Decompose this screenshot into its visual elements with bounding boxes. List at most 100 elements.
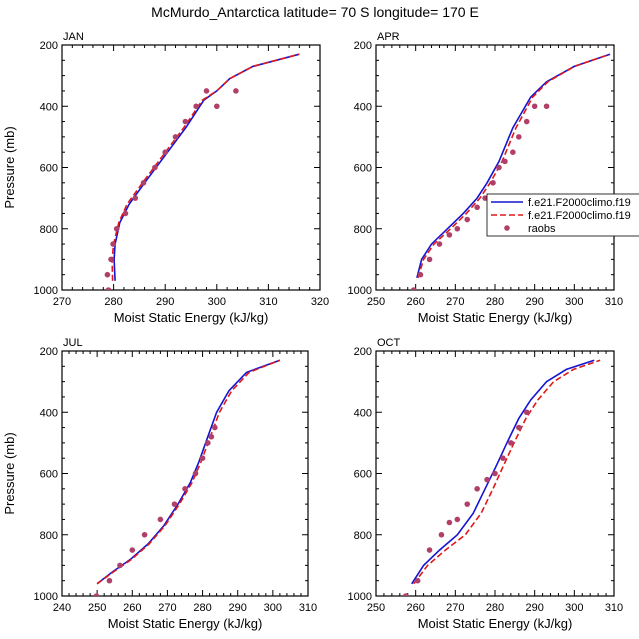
plot-area: [402, 359, 601, 596]
raobs-point: [438, 531, 445, 538]
x-tick-label: 290: [525, 602, 543, 614]
x-tick-label: 260: [123, 602, 141, 614]
raobs-point: [454, 516, 461, 523]
raobs-point: [122, 210, 129, 217]
y-tick-label: 600: [40, 469, 58, 481]
model-series-dashed-line: [96, 359, 281, 585]
x-axis-label: Moist Static Energy (kJ/kg): [418, 310, 573, 325]
x-tick-label: 270: [446, 602, 464, 614]
x-tick-label: 300: [565, 602, 583, 614]
raobs-point: [182, 118, 189, 125]
x-tick-label: 250: [367, 296, 385, 308]
x-tick-label: 270: [53, 296, 71, 308]
raobs-point: [108, 256, 114, 263]
raobs-point: [474, 486, 480, 492]
x-tick-label: 310: [299, 602, 317, 614]
raobs-point: [113, 225, 120, 232]
x-tick-label: 260: [406, 602, 424, 614]
raobs-point: [426, 547, 433, 553]
y-tick-label: 800: [40, 530, 58, 542]
raobs-point: [490, 180, 496, 186]
x-tick-label: 310: [605, 296, 623, 308]
x-tick-label: 290: [229, 602, 247, 614]
panel-jul: JUL 240 250 260 270 280 290 300 310 200 400 600 800 1…: [2, 337, 317, 631]
y-tick-label: 1000: [34, 591, 58, 603]
raobs-point: [516, 134, 522, 140]
y-tick-label: 1000: [34, 285, 58, 297]
raobs-point: [482, 195, 488, 201]
legend-label: raobs: [528, 223, 556, 235]
x-tick-label: 280: [104, 296, 122, 308]
y-tick-label: 400: [40, 101, 58, 113]
plot-frame: [61, 350, 309, 597]
raobs-point: [152, 164, 158, 171]
panel-title: JUL: [63, 337, 83, 349]
raobs-point: [162, 149, 168, 155]
panel-title: APR: [377, 31, 400, 43]
x-tick-label: 270: [158, 602, 176, 614]
panel-apr: APR 250 260 270 280 290 300 310 200 400 600 800 1000…: [348, 31, 624, 325]
raobs-point: [171, 501, 178, 507]
raobs-point: [523, 118, 530, 125]
raobs-point: [436, 241, 443, 247]
x-tick-label: 250: [367, 602, 385, 614]
y-tick-label: 200: [354, 346, 372, 358]
raobs-point: [105, 287, 112, 290]
y-axis-label: Pressure (mb): [2, 126, 17, 208]
y-tick-label: 1000: [348, 591, 372, 603]
raobs-point: [414, 577, 421, 584]
raobs-point: [172, 134, 179, 140]
legend-marker: [504, 225, 510, 231]
raobs-point: [426, 256, 433, 263]
panel-jan: JAN 270 280 290 300 310 320 200 400 600 800 1000 Moi…: [2, 31, 329, 325]
plot-frame: [61, 44, 321, 291]
raobs-point: [543, 103, 550, 110]
plot-area: [410, 53, 611, 290]
panel-oct: OCT 250 260 270 280 290 300 310 200 400 600 800 1000…: [348, 337, 624, 631]
raobs-point: [417, 271, 424, 278]
raobs-point: [492, 470, 498, 477]
raobs-point: [140, 180, 147, 186]
raobs-point: [104, 271, 111, 278]
x-axis-label: Moist Static Energy (kJ/kg): [114, 310, 269, 325]
raobs-point: [508, 440, 514, 446]
x-tick-label: 310: [605, 602, 623, 614]
raobs-point: [193, 103, 199, 110]
legend-label: f.e21.F2000climo.f19: [528, 197, 631, 209]
raobs-point: [93, 593, 100, 596]
x-tick-label: 280: [193, 602, 211, 614]
raobs-point: [523, 409, 530, 416]
panel-title: OCT: [377, 337, 401, 349]
y-tick-label: 200: [354, 40, 372, 52]
y-tick-label: 400: [354, 101, 372, 113]
y-tick-label: 200: [40, 40, 58, 52]
raobs-point: [199, 455, 206, 461]
raobs-point: [446, 519, 453, 526]
y-tick-label: 1000: [348, 285, 372, 297]
x-tick-label: 280: [486, 602, 504, 614]
raobs-point: [496, 164, 502, 171]
raobs-point: [402, 593, 409, 596]
raobs-point: [446, 232, 453, 238]
raobs-point: [531, 103, 538, 110]
panels: JAN 270 280 290 300 310 320 200 400 600 800 1000 Moi…: [2, 31, 623, 631]
raobs-point: [208, 433, 215, 440]
x-tick-label: 240: [53, 602, 71, 614]
x-tick-label: 310: [259, 296, 277, 308]
raobs-point: [410, 287, 417, 290]
raobs-point: [484, 476, 490, 483]
x-tick-label: 260: [406, 296, 424, 308]
raobs-point: [474, 204, 480, 211]
raobs-point: [464, 216, 471, 223]
raobs-point: [192, 470, 199, 477]
model-series-solid-line: [411, 359, 595, 585]
raobs-point: [454, 225, 461, 232]
raobs-point: [110, 241, 116, 247]
legend: f.e21.F2000climo.f19f.e21.F2000climo.f19…: [486, 193, 639, 237]
model-series-solid-line: [96, 359, 281, 585]
panel-title: JAN: [63, 31, 84, 43]
raobs-point: [510, 149, 516, 155]
figure-title: McMurdo_Antarctica latitude= 70 S longit…: [151, 4, 479, 20]
plot-area: [104, 53, 300, 290]
